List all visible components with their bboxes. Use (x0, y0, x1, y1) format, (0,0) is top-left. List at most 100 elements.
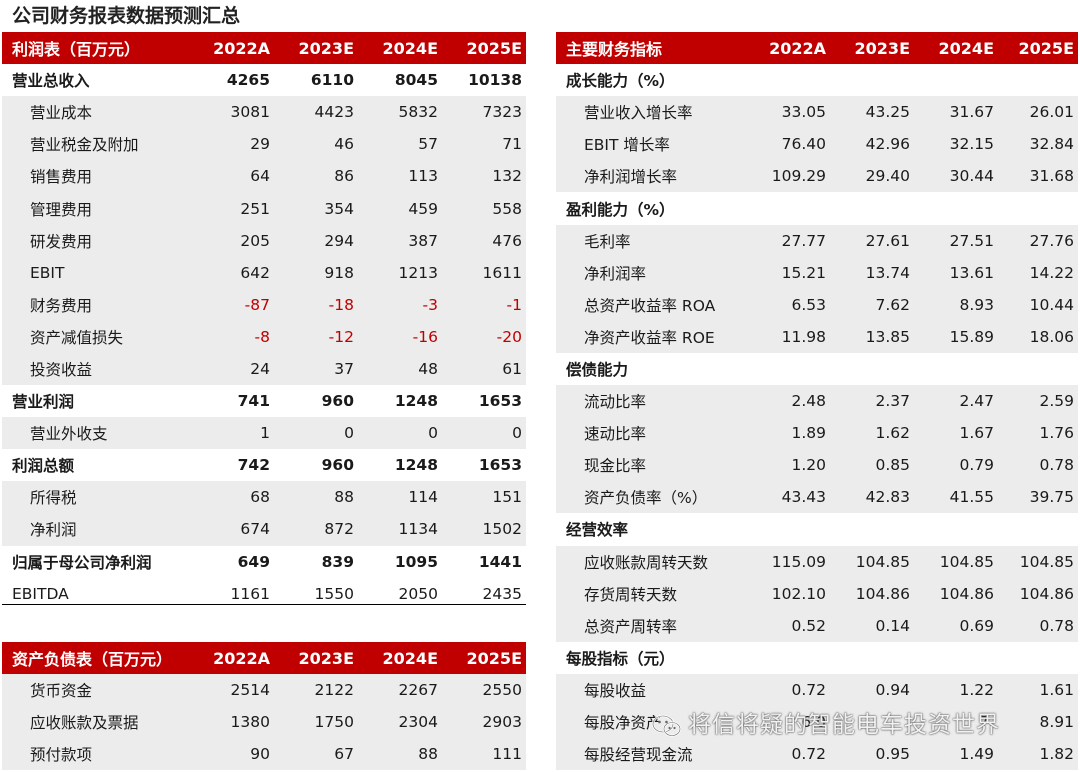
row-label: 投资收益 (2, 352, 188, 386)
row-label: 盈利能力（%） (566, 200, 675, 219)
value-cell: 960 (321, 392, 354, 411)
value-cell: 1380 (188, 706, 274, 739)
row-label: 所得税 (2, 481, 188, 514)
year-column-header: 2024E (914, 32, 998, 65)
value-cell: 151 (442, 481, 526, 514)
value-cell (830, 353, 914, 385)
table-row: 财务费用 -87 -18 -3 -1 (2, 288, 526, 321)
value-cell: 2435 (482, 584, 522, 603)
watermark: 将信将疑的智能电车投资世界 (652, 708, 1000, 742)
value-cell: 32.15 (914, 128, 998, 161)
value-cell: 1653 (478, 392, 522, 411)
value-cell: 1161 (230, 584, 270, 603)
row-label: 资产负债率（%） (556, 481, 746, 514)
value-cell: 0 (358, 417, 442, 450)
value-cell: 104.86 (830, 577, 914, 610)
year-column-header: 2022A (188, 642, 274, 675)
table-row: 成长能力（%） (556, 64, 1078, 96)
table-row: 净资产收益率 ROE 11.98 13.85 15.89 18.06 (556, 320, 1078, 353)
row-label: 总资产周转率 (556, 609, 746, 642)
value-cell: 0.79 (914, 449, 998, 482)
year-column-header: 2023E (274, 32, 358, 65)
year-column-header: 2022A (188, 32, 274, 65)
value-cell: 7. (914, 705, 998, 739)
value-cell: 8.91 (998, 705, 1078, 739)
value-cell: 1502 (442, 513, 526, 546)
table-row: 存货周转天数 102.10 104.86 104.86 104.86 (556, 577, 1078, 610)
row-label: 销售费用 (2, 160, 188, 193)
table-row: 营业外收支 1 0 0 0 (2, 417, 526, 450)
value-cell: 251 (188, 192, 274, 225)
value-cell: 15.21 (746, 256, 830, 289)
value-cell: 13.85 (830, 320, 914, 353)
value-cell: 354 (274, 192, 358, 225)
table-row: 经营效率 (556, 513, 1078, 545)
balance-sheet-table: 资产负债表（百万元） 2022A 2023E 2024E 2025E 货币资金 2514 21… (2, 642, 526, 771)
value-cell: 387 (358, 224, 442, 257)
value-cell: 14.22 (998, 256, 1078, 289)
table-row: 总资产周转率 0.52 0.14 0.69 0.78 (556, 609, 1078, 642)
value-cell: 88 (274, 481, 358, 514)
value-cell: 29.40 (830, 160, 914, 193)
row-label: 营业收入增长率 (556, 96, 746, 129)
value-cell: 102.10 (746, 577, 830, 610)
value-cell (998, 64, 1078, 96)
value-cell: 29 (188, 128, 274, 161)
value-cell: 1653 (478, 456, 522, 475)
value-cell: 0.72 (746, 738, 830, 771)
value-cell: 872 (274, 513, 358, 546)
table-row: 营业成本 3081 4423 5832 7323 (2, 96, 526, 129)
value-cell: 64 (188, 160, 274, 193)
value-cell (998, 192, 1078, 224)
value-cell: 31.67 (914, 96, 998, 129)
value-cell: 104.86 (914, 577, 998, 610)
row-label: 每股经营现金流 (556, 738, 746, 771)
value-cell: 114 (358, 481, 442, 514)
table-row: 应收账款及票据 1380 1750 2304 2903 (2, 706, 526, 739)
value-cell: 0.85 (830, 449, 914, 482)
value-cell: 2.48 (746, 385, 830, 418)
value-cell (998, 353, 1078, 385)
value-cell: 2550 (442, 674, 526, 707)
value-cell: -18 (274, 288, 358, 321)
value-cell: 2.47 (914, 385, 998, 418)
value-cell: 1550 (314, 584, 354, 603)
table-row: 应收账款周转天数 115.09 104.85 104.85 104.85 (556, 545, 1078, 578)
value-cell: 71 (442, 128, 526, 161)
year-column-header: 2024E (358, 642, 442, 675)
value-cell: 104.85 (914, 545, 998, 578)
value-cell: 0.14 (830, 609, 914, 642)
value-cell: 43.25 (830, 96, 914, 129)
value-cell: 10138 (468, 71, 522, 90)
value-cell: 1.61 (998, 673, 1078, 706)
value-cell: 0.95 (830, 738, 914, 771)
ratios-header-row: 主要财务指标 2022A 2023E 2024E 2025E (556, 32, 1078, 65)
value-cell: 15.89 (914, 320, 998, 353)
table-row: 现金比率 1.20 0.85 0.79 0.78 (556, 449, 1078, 482)
table-title: 资产负债表（百万元） (2, 642, 188, 675)
year-column-header: 2025E (442, 32, 526, 65)
value-cell: 2267 (358, 674, 442, 707)
table-row: EBIT 642 918 1213 1611 (2, 256, 526, 289)
row-label: 营业税金及附加 (2, 128, 188, 161)
value-cell: 2903 (442, 706, 526, 739)
table-row: 研发费用 205 294 387 476 (2, 224, 526, 257)
row-label: 现金比率 (556, 449, 746, 482)
row-label: 存货周转天数 (556, 577, 746, 610)
value-cell (746, 192, 830, 224)
row-label: 利润总额 (12, 457, 75, 476)
table-row: 速动比率 1.89 1.62 1.67 1.76 (556, 417, 1078, 450)
table-row: 营业总收入 4265 6110 8045 10138 (2, 64, 526, 96)
value-cell: 642 (188, 256, 274, 289)
row-label: 营业成本 (2, 96, 188, 129)
year-column-header: 2025E (442, 642, 526, 675)
value-cell: 1.62 (830, 417, 914, 450)
value-cell: 46 (274, 128, 358, 161)
value-cell: 1750 (274, 706, 358, 739)
value-cell: 1.76 (998, 417, 1078, 450)
value-cell: 115.09 (746, 545, 830, 578)
wechat-icon (652, 714, 682, 737)
value-cell (914, 513, 998, 545)
key-financial-ratios-table: 主要财务指标 2022A 2023E 2024E 2025E 成长能力（%） 营业收入增长率… (556, 32, 1078, 771)
table-row: 资产负债率（%） 43.43 42.83 41.55 39.75 (556, 481, 1078, 514)
